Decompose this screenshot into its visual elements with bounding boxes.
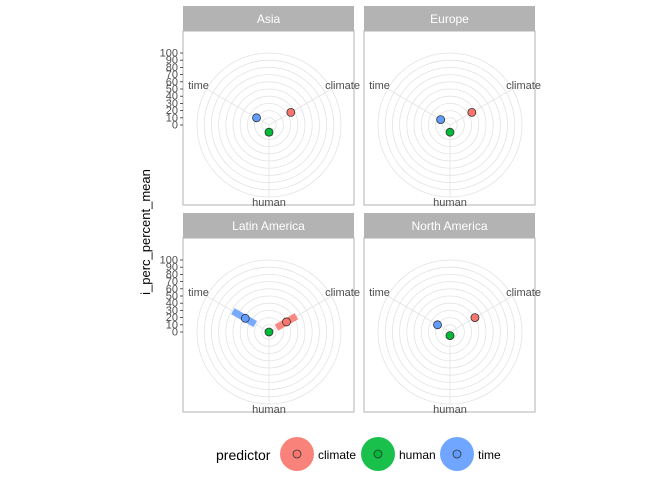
r-tick-label: 50: [166, 84, 178, 96]
r-tick-label: 20: [166, 312, 178, 324]
r-tick-label: 40: [166, 91, 178, 103]
point-human: [264, 327, 274, 337]
r-tick-label: 0: [172, 327, 178, 339]
spoke-climate: [268, 88, 332, 126]
point-climate: [282, 317, 291, 327]
point-time: [433, 320, 442, 330]
point-time: [252, 113, 261, 123]
r-tick-label: 30: [166, 98, 178, 110]
r-tick-label: 50: [166, 291, 178, 303]
r-tick-label: 100: [160, 48, 178, 60]
legend-key-point: [373, 449, 383, 459]
facet-title: Asia: [257, 12, 281, 26]
category-label-climate: climate: [325, 287, 360, 299]
facet-title: Europe: [430, 12, 469, 26]
point-human: [264, 127, 274, 137]
facet-strip: [364, 213, 535, 238]
legend-label: climate: [318, 448, 356, 462]
facet-latin-america: Latin America climate human time 01020304050…: [160, 213, 360, 416]
r-tick-label: 0: [172, 120, 178, 132]
facet-strip: [183, 6, 354, 31]
facet-asia: Asia climate human time 01020304050607080901…: [160, 6, 360, 209]
r-tick-label: 40: [166, 298, 178, 310]
spoke-climate: [449, 88, 513, 126]
category-label-climate: climate: [325, 80, 360, 92]
r-tick-label: 60: [166, 283, 178, 295]
legend-label: time: [478, 448, 501, 462]
r-tick-label: 90: [166, 262, 178, 274]
r-tick-label: 90: [166, 55, 178, 67]
facet-europe: Europe climate human time: [363, 6, 541, 209]
r-tick-label: 80: [166, 62, 178, 74]
category-label-climate: climate: [506, 287, 541, 299]
category-label-human: human: [433, 197, 467, 209]
legend-title: predictor: [216, 447, 271, 463]
r-tick-label: 70: [166, 276, 178, 288]
legend-key-point: [292, 449, 302, 459]
facet-strip: [183, 213, 354, 238]
legend: predictor climate human time: [216, 437, 501, 471]
spoke-climate: [449, 295, 513, 333]
point-human: [445, 127, 455, 137]
r-tick-label: 100: [160, 255, 178, 267]
category-label-human: human: [252, 404, 286, 416]
legend-label: human: [399, 448, 436, 462]
y-axis-label: i_perc_percent_mean: [138, 169, 153, 295]
category-label-human: human: [433, 404, 467, 416]
point-time: [240, 313, 250, 323]
point-human: [445, 331, 455, 341]
facet-panels: Asiaclimatehumantime01020304050607080901…: [160, 6, 541, 416]
category-label-human: human: [252, 197, 286, 209]
r-tick-label: 10: [166, 112, 178, 124]
point-climate: [467, 108, 477, 117]
r-tick-label: 10: [166, 319, 178, 331]
legend-item-climate: climate: [280, 437, 356, 471]
legend-item-human: human: [361, 437, 436, 471]
facet-north-america: North America climate human time: [363, 213, 541, 416]
r-tick-label: 80: [166, 269, 178, 281]
r-tick-label: 60: [166, 76, 178, 88]
category-label-climate: climate: [506, 80, 541, 92]
category-label-time: time: [369, 80, 390, 92]
facet-strip: [364, 6, 535, 31]
facet-title: North America: [411, 219, 487, 233]
point-time: [436, 115, 446, 124]
point-climate: [470, 313, 480, 323]
point-climate: [286, 108, 296, 117]
r-tick-label: 30: [166, 305, 178, 317]
category-label-time: time: [188, 287, 209, 299]
category-label-time: time: [188, 80, 209, 92]
legend-item-time: time: [440, 437, 501, 471]
legend-key-point: [452, 449, 462, 459]
category-label-time: time: [369, 287, 390, 299]
r-tick-label: 20: [166, 105, 178, 117]
facet-title: Latin America: [232, 219, 305, 233]
r-tick-label: 70: [166, 69, 178, 81]
